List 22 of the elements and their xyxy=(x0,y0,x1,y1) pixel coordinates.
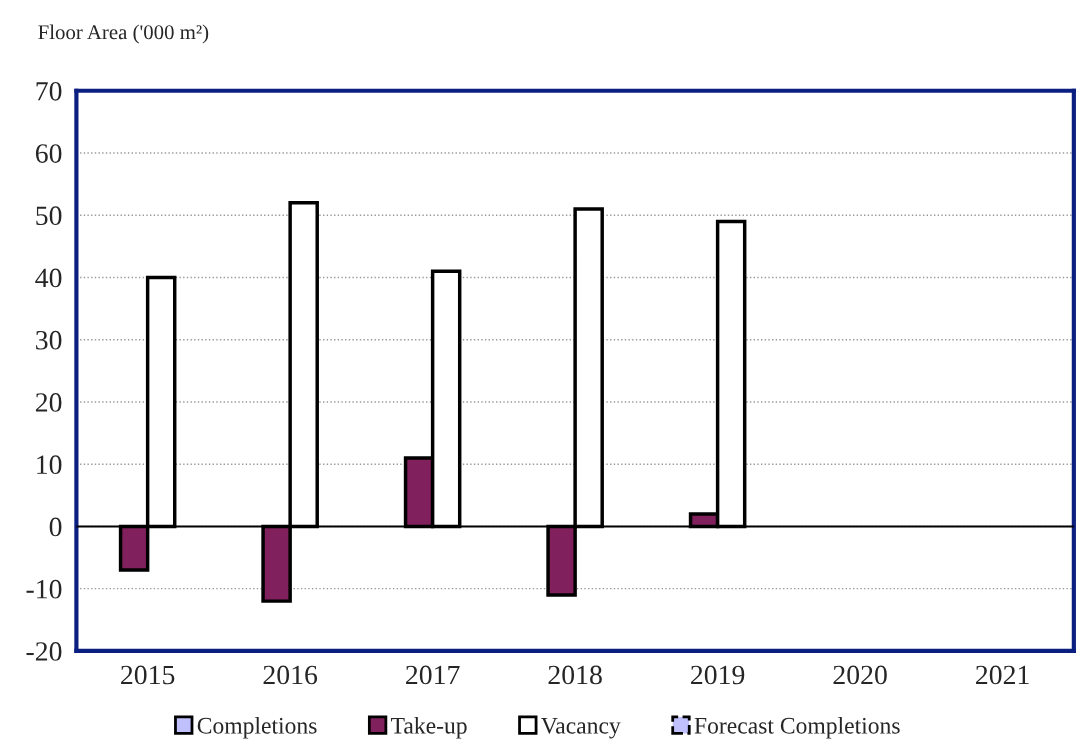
x-tick-label: 2021 xyxy=(976,665,1029,685)
y-tick-label: 70 xyxy=(36,81,62,101)
x-tick-label: 2018 xyxy=(548,665,602,685)
y-tick-label: 60 xyxy=(35,144,62,163)
y-tick-label: 50 xyxy=(36,206,62,226)
legend-label: Vacancy xyxy=(541,717,621,739)
legend-label: Completions xyxy=(197,717,317,739)
y-tick-label: 20 xyxy=(35,393,62,412)
y-tick-label: 0 xyxy=(49,517,62,537)
x-tick-label: 2015 xyxy=(121,665,175,685)
y-tick-label: -10 xyxy=(26,579,62,599)
y-axis-title: Floor Area ('000 m²) xyxy=(38,24,209,44)
y-tick-label: 30 xyxy=(36,330,62,350)
x-tick-label: 2019 xyxy=(691,665,745,685)
x-tick-label: 2016 xyxy=(263,665,318,685)
y-tick-label: -20 xyxy=(26,642,62,661)
y-tick-label: 40 xyxy=(35,268,62,288)
legend-label: Forecast Completions xyxy=(694,717,900,739)
y-tick-label: 10 xyxy=(37,455,62,475)
x-tick-label: 2020 xyxy=(833,665,887,685)
legend-label: Take-up xyxy=(391,717,467,739)
x-tick-label: 2017 xyxy=(406,665,460,685)
